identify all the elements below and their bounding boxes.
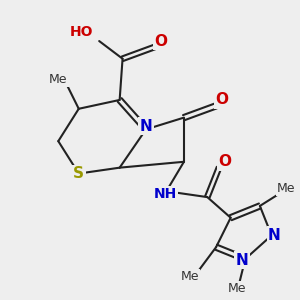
Text: Me: Me: [277, 182, 296, 195]
Text: N: N: [140, 119, 152, 134]
Text: NH: NH: [153, 187, 177, 201]
Text: Me: Me: [49, 73, 68, 86]
Text: O: O: [154, 34, 167, 49]
Text: O: O: [215, 92, 228, 107]
Text: N: N: [268, 228, 281, 243]
Text: Me: Me: [227, 282, 246, 295]
Text: S: S: [73, 166, 84, 181]
Text: N: N: [236, 253, 249, 268]
Text: Me: Me: [181, 270, 199, 283]
Text: O: O: [218, 154, 231, 169]
Text: HO: HO: [70, 25, 93, 39]
